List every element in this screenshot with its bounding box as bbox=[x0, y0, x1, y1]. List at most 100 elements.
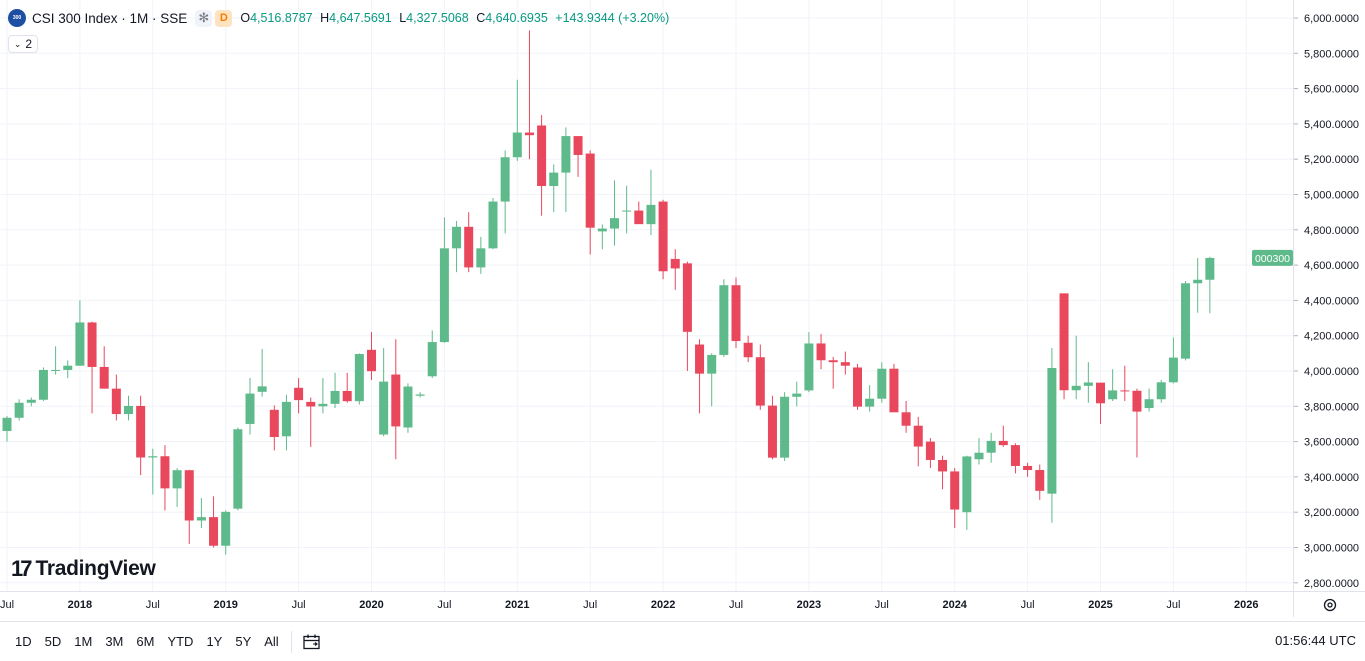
candle bbox=[184, 469, 194, 544]
candlestick-chart[interactable]: 000300 bbox=[0, 0, 1293, 591]
candle bbox=[524, 30, 534, 160]
candle-body bbox=[828, 360, 838, 363]
range-1m-button[interactable]: 1M bbox=[74, 634, 93, 649]
candle bbox=[792, 381, 802, 407]
candle bbox=[925, 438, 935, 469]
candle-body bbox=[63, 365, 73, 370]
chart-pane[interactable]: 000300 300 CSI 300 Index · 1M · SSE ✻ D … bbox=[0, 0, 1293, 591]
candle-body bbox=[342, 390, 352, 402]
candle-body bbox=[124, 405, 133, 415]
candle-body bbox=[379, 381, 389, 435]
candle-body bbox=[938, 459, 948, 472]
snowflake-icon[interactable]: ✻ bbox=[195, 9, 213, 27]
candle-body bbox=[318, 403, 328, 407]
candle bbox=[585, 150, 595, 255]
candle-body bbox=[731, 285, 741, 341]
price-scale[interactable]: 6,000.0000 5,800.0000 5,600.0000 5,400.0000… bbox=[1293, 0, 1365, 591]
candle-body bbox=[2, 417, 12, 432]
candle-body bbox=[877, 368, 887, 399]
symbol-logo[interactable]: 300 bbox=[8, 9, 26, 27]
chart-settings-button[interactable] bbox=[1293, 591, 1365, 617]
range-5d-button[interactable]: 5D bbox=[44, 634, 62, 649]
candle-body bbox=[160, 456, 170, 489]
candle-body bbox=[1096, 382, 1105, 404]
time-tick-label: 2021 bbox=[505, 599, 529, 611]
candle bbox=[950, 468, 960, 529]
delayed-badge[interactable]: D bbox=[215, 9, 233, 27]
candle bbox=[1083, 362, 1093, 403]
candle-body bbox=[148, 456, 158, 458]
range-1y-button[interactable]: 1Y bbox=[206, 634, 223, 649]
candle-body bbox=[415, 394, 425, 396]
price-tick-label: 5,600.0000 bbox=[1304, 84, 1359, 96]
candle-body bbox=[26, 399, 36, 403]
toolbar-divider bbox=[290, 630, 292, 653]
price-tick-label: 4,800.0000 bbox=[1304, 225, 1359, 237]
candle bbox=[221, 510, 231, 555]
candle bbox=[209, 496, 219, 548]
indicator-collapse-button[interactable]: ⌄ 2 bbox=[8, 35, 38, 53]
candle bbox=[1132, 388, 1142, 458]
candle-body bbox=[1132, 390, 1142, 412]
candle-body bbox=[1205, 257, 1215, 280]
symbol-legend: 300 CSI 300 Index · 1M · SSE ✻ D O4,516.… bbox=[8, 9, 673, 27]
candle-body bbox=[537, 125, 547, 187]
ohlc-values: O4,516.8787 H4,647.5691 L4,327.5068 C4,6… bbox=[240, 11, 673, 25]
close-value: 4,640.6935 bbox=[485, 11, 548, 25]
candle-body bbox=[950, 471, 960, 510]
candle bbox=[1156, 379, 1166, 403]
time-tick-label: Jul bbox=[583, 599, 597, 611]
candle-body bbox=[1047, 367, 1057, 494]
candle bbox=[379, 348, 389, 437]
candle bbox=[196, 498, 206, 529]
candle bbox=[974, 438, 984, 465]
candle-body bbox=[913, 425, 923, 447]
last-price-tag: 000300 bbox=[1252, 249, 1293, 266]
candle bbox=[610, 180, 619, 246]
candle-body bbox=[695, 344, 705, 374]
candle-body bbox=[767, 405, 777, 458]
candle-body bbox=[561, 136, 571, 173]
candle-body bbox=[719, 285, 729, 355]
range-1d-button[interactable]: 1D bbox=[15, 634, 32, 649]
candle bbox=[306, 397, 316, 447]
indicator-count: 2 bbox=[25, 37, 33, 51]
candle-body bbox=[804, 343, 814, 391]
candle-body bbox=[998, 440, 1008, 446]
time-tick-label: Jul bbox=[1166, 599, 1180, 611]
candle bbox=[233, 427, 243, 511]
time-scale[interactable]: Jul 2018 Jul 2019 Jul 2020 Jul 2021 Jul 2022 Jul 20… bbox=[0, 591, 1293, 617]
candle bbox=[1059, 293, 1069, 400]
candle bbox=[670, 249, 680, 290]
candle-body bbox=[889, 368, 899, 413]
candle bbox=[804, 332, 814, 393]
utc-clock[interactable]: 01:56:44 UTC bbox=[1275, 633, 1356, 648]
candle-body bbox=[573, 136, 583, 155]
candle-body bbox=[51, 369, 61, 371]
candle-body bbox=[391, 374, 401, 427]
candle-body bbox=[646, 204, 656, 225]
tradingview-logo[interactable]: 17 TradingView bbox=[11, 556, 156, 582]
candle bbox=[853, 363, 862, 410]
candle-body bbox=[512, 132, 522, 158]
time-tick-label: 2023 bbox=[797, 599, 821, 611]
candle-body bbox=[354, 354, 364, 402]
time-tick-label: Jul bbox=[875, 599, 889, 611]
candle-body bbox=[111, 388, 121, 415]
candle-body bbox=[87, 322, 97, 367]
symbol-title[interactable]: CSI 300 Index · 1M · SSE bbox=[32, 10, 188, 26]
range-all-button[interactable]: All bbox=[264, 634, 279, 649]
candle bbox=[622, 185, 632, 234]
range-5y-button[interactable]: 5Y bbox=[235, 634, 252, 649]
range-6m-button[interactable]: 6M bbox=[136, 634, 155, 649]
candle-body bbox=[925, 441, 935, 460]
candle bbox=[439, 217, 449, 343]
calendar-range-icon[interactable] bbox=[302, 633, 322, 651]
range-ytd-button[interactable]: YTD bbox=[167, 634, 194, 649]
candle bbox=[549, 164, 559, 213]
candle-body bbox=[209, 517, 219, 546]
range-3m-button[interactable]: 3M bbox=[105, 634, 124, 649]
candle bbox=[464, 212, 474, 273]
candle bbox=[269, 405, 279, 451]
price-tick-label: 3,200.0000 bbox=[1304, 507, 1359, 519]
